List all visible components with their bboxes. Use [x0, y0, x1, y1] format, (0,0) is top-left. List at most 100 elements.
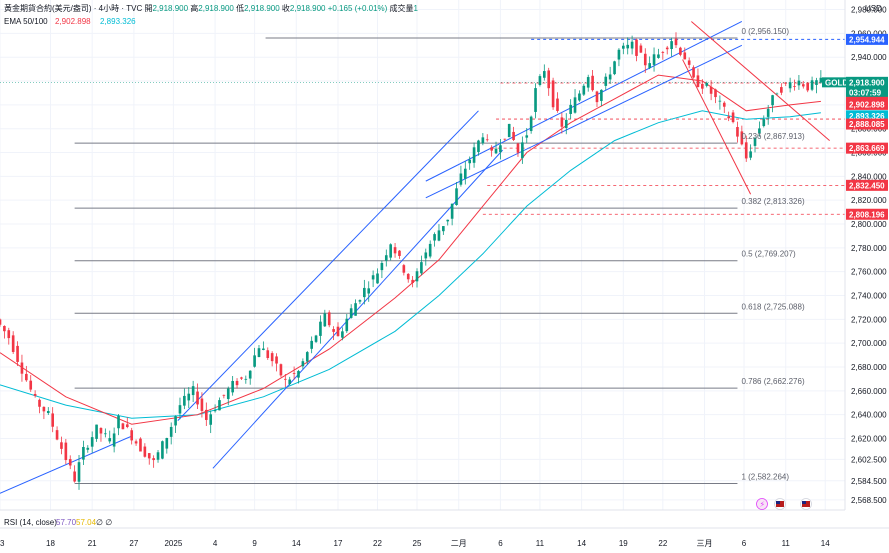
candle-body-42	[90, 437, 94, 447]
candle-body-72	[156, 452, 160, 460]
candle-body-192	[420, 262, 423, 274]
candle-body-10	[20, 362, 24, 374]
candle-body-110	[240, 377, 243, 379]
candle-body-230	[503, 138, 507, 140]
candle-body-322	[705, 82, 709, 86]
candle-body-28	[60, 442, 63, 449]
fib-label-3: 0.5 (2,769.207)	[741, 250, 796, 259]
candle-body-248	[542, 71, 546, 78]
symbol-tag-bg	[822, 77, 846, 88]
candle-body-160	[349, 308, 353, 318]
candle-body-360	[788, 82, 792, 89]
candle-body-118	[257, 348, 261, 358]
y-tick-1: 2,960.000	[851, 29, 887, 38]
candle-body-176	[384, 255, 388, 261]
time-axis[interactable]: 13 18 21 27 2025 4 9 14 17 22 25 二月 6 11 14 19 22 三月 6 11 14	[0, 539, 830, 548]
candle-body-8	[16, 345, 19, 362]
candle-body-342	[749, 151, 752, 158]
candle-body-210	[459, 173, 463, 185]
candle-body-204	[446, 219, 450, 222]
candle-body-340	[744, 142, 748, 159]
candle-body-24	[51, 413, 54, 427]
candle-body-120	[262, 348, 265, 351]
candle-body-244	[534, 88, 537, 112]
candle-body-104	[226, 388, 230, 399]
candle-body-88	[191, 386, 195, 396]
candle-body-260	[569, 104, 572, 114]
candle-body-344	[753, 137, 757, 146]
candle-body-30	[64, 442, 68, 461]
header-part-8: 2,918.900	[290, 4, 328, 13]
candle-body-116	[253, 355, 256, 367]
candle-body-188	[411, 279, 414, 283]
candle-body-242	[529, 116, 533, 132]
header-part-5: 低	[236, 3, 244, 13]
candle-body-288	[630, 41, 634, 49]
candle-body-202	[442, 226, 445, 232]
header-part-2: 2,918.900	[152, 4, 190, 13]
candle-body-258	[564, 119, 568, 128]
candle-body-96	[209, 414, 213, 425]
candle-body-168	[367, 288, 371, 294]
candle-body-56	[121, 423, 125, 430]
x-tick-11: 二月	[451, 539, 467, 548]
candle-body-172	[376, 273, 379, 284]
candle-body-216	[472, 147, 476, 163]
candle-body-4	[7, 330, 11, 339]
fib-label-2: 0.382 (2,813.326)	[741, 197, 804, 206]
candle-body-294	[643, 53, 647, 66]
support-line	[0, 435, 132, 494]
candle-body-332	[727, 116, 730, 119]
candle-body-338	[740, 131, 744, 145]
candle-body-102	[222, 394, 226, 396]
symbol-tag-text: GOLD	[825, 78, 848, 87]
down-channel-lower	[682, 59, 752, 195]
candle-body-144	[314, 335, 318, 342]
candle-body-354	[775, 93, 779, 95]
lightning-icon[interactable]	[756, 498, 768, 510]
candle-body-306	[670, 41, 673, 50]
candle-body-122	[266, 350, 270, 358]
y-tick-2: 2,940.000	[851, 53, 887, 62]
candle-body-296	[648, 63, 651, 68]
candle-body-234	[512, 131, 515, 140]
candle-body-194	[424, 252, 428, 259]
header-part-9: +0.165 (+0.01%)	[328, 4, 390, 13]
candle-body-2	[3, 325, 6, 332]
x-tick-6: 9	[252, 539, 257, 548]
candle-body-316	[692, 67, 695, 78]
candle-body-256	[560, 117, 564, 127]
x-tick-12: 6	[498, 539, 503, 548]
candle-body-214	[468, 159, 472, 164]
candle-body-98	[213, 410, 217, 412]
price-tag-bg-3	[846, 86, 888, 98]
candle-body-46	[99, 427, 103, 434]
candle-body-164	[358, 300, 362, 302]
price-tag-bg-8	[846, 142, 888, 154]
candle-body-196	[428, 243, 432, 257]
y-tick-12: 2,740.000	[851, 292, 887, 301]
channel-lines	[0, 21, 830, 494]
candle-body-70	[152, 458, 155, 461]
x-tick-18: 6	[742, 539, 747, 548]
y-tick-19: 2,602.500	[851, 455, 887, 464]
x-tick-10: 25	[413, 539, 422, 548]
candle-body-336	[736, 127, 739, 137]
channel-0-lower	[212, 149, 503, 469]
candle-body-84	[183, 395, 186, 406]
candle-body-274	[600, 89, 603, 101]
candle-body-326	[714, 89, 717, 98]
price-tag-5: 2,902.898	[849, 100, 885, 109]
candle-body-330	[722, 102, 726, 107]
candle-body-100	[218, 400, 221, 411]
candle-body-308	[674, 38, 678, 46]
candle-body-374	[819, 77, 823, 83]
candle-body-334	[731, 112, 735, 123]
candle-body-94	[204, 409, 208, 420]
x-tick-0: 13	[0, 539, 5, 548]
down-channel-upper	[691, 21, 830, 141]
candle-body-358	[784, 82, 788, 84]
price-tag-9: 2,832.450	[849, 181, 885, 190]
